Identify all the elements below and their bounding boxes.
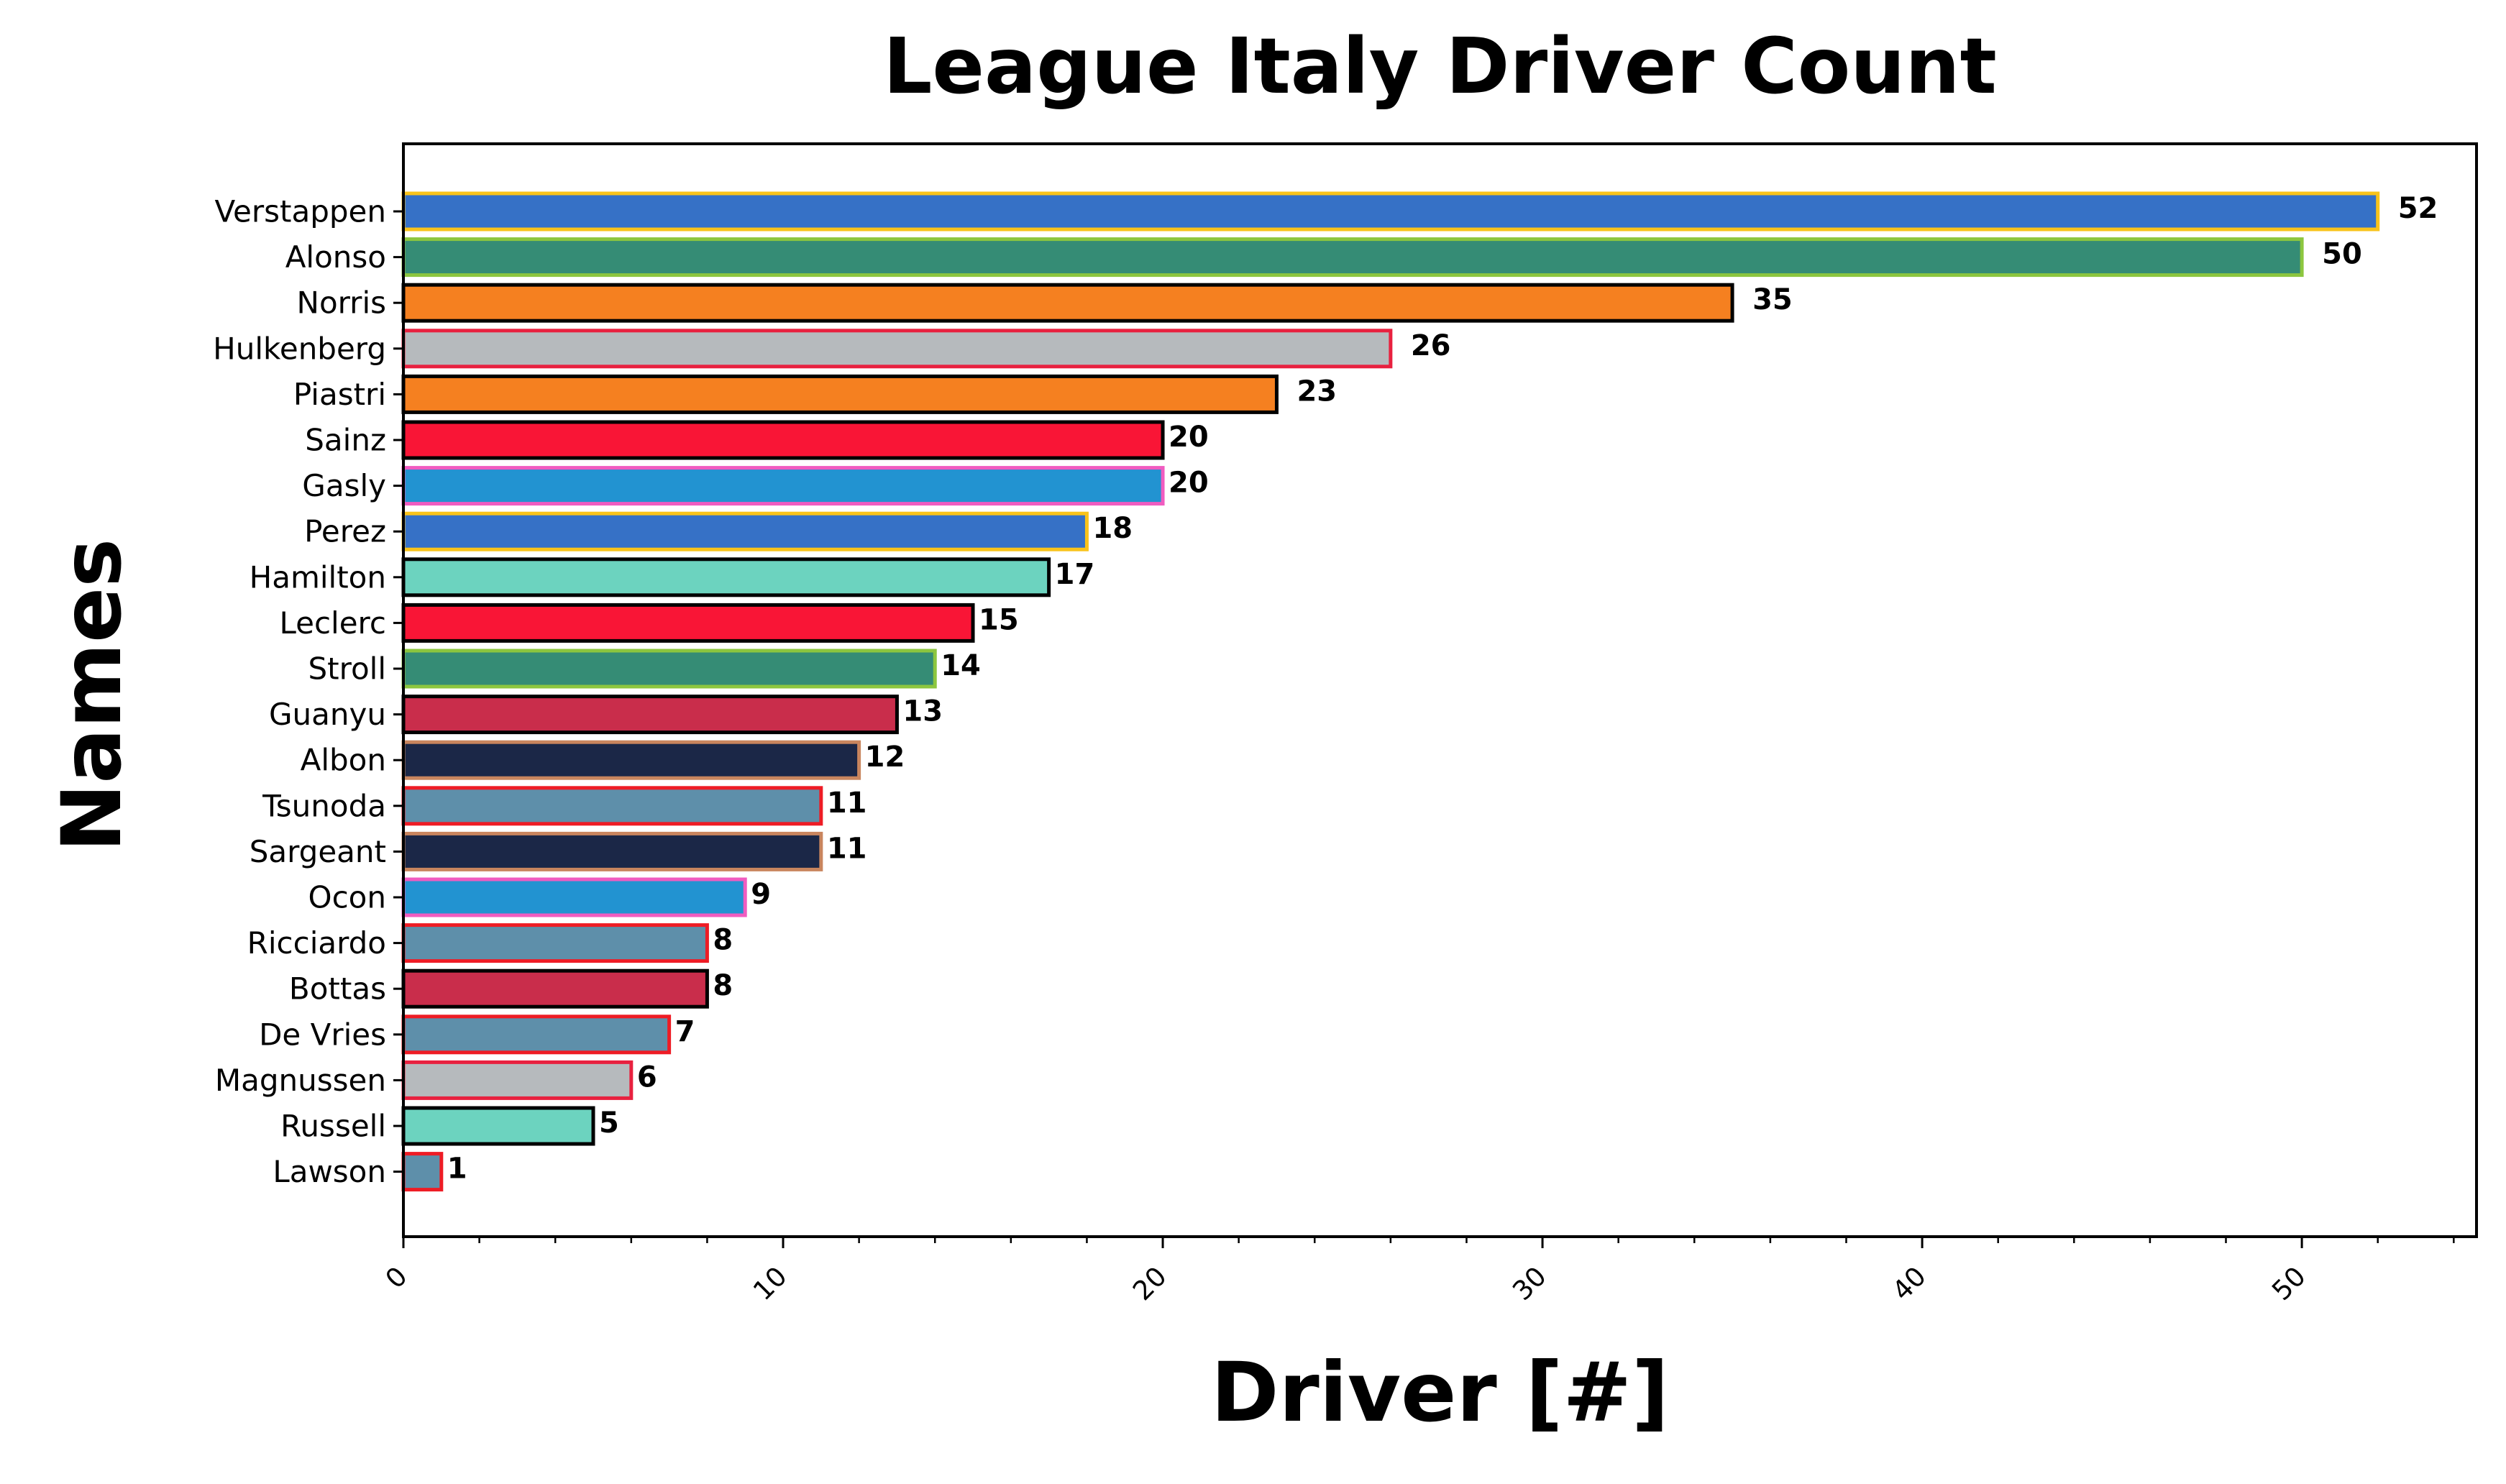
y-tick-label: Norris: [297, 285, 386, 321]
bar-value-label: 50: [2322, 238, 2362, 271]
bar-value-label: 26: [1411, 329, 1451, 362]
bar-value-label: 52: [2398, 192, 2438, 225]
bar: [401, 786, 823, 826]
bar-value-label: 5: [599, 1107, 619, 1140]
bar-value-label: 35: [1752, 283, 1793, 316]
bar-value-label: 6: [637, 1061, 657, 1094]
bar: [401, 603, 975, 643]
bar-value-label: 9: [751, 878, 771, 911]
y-tick-label: Russell: [280, 1109, 386, 1144]
plot-frame: [402, 142, 2478, 1238]
bar: [401, 831, 823, 871]
y-tick-label: Hamilton: [250, 559, 386, 595]
y-tick-label: Tsunoda: [262, 788, 386, 823]
bar: [401, 1060, 634, 1100]
bar-value-label: 7: [675, 1015, 695, 1048]
bar: [401, 420, 1165, 460]
y-tick-label: Piastri: [293, 377, 386, 412]
y-tick-label: Sargeant: [250, 834, 386, 869]
y-tick-label: Alonso: [285, 239, 386, 275]
y-tick-label: Verstappen: [215, 194, 386, 229]
y-tick-label: Hulkenberg: [213, 331, 386, 366]
bar: [401, 1152, 444, 1192]
bar: [401, 968, 709, 1009]
x-tick-label: 30: [1506, 1260, 1552, 1306]
bar: [401, 557, 1051, 597]
bar-value-label: 20: [1169, 421, 1209, 454]
bar: [401, 740, 861, 780]
x-tick-label: 0: [380, 1260, 413, 1294]
y-tick-label: Leclerc: [279, 605, 386, 641]
y-tick-label: Magnussen: [215, 1063, 386, 1098]
bar: [401, 283, 1734, 323]
bar-value-label: 14: [941, 649, 981, 682]
bar: [401, 877, 747, 917]
bar: [401, 511, 1089, 551]
bar: [401, 191, 2380, 232]
bar: [401, 923, 709, 963]
bar-value-label: 17: [1055, 558, 1095, 591]
y-tick-label: Guanyu: [269, 697, 386, 732]
bar: [401, 329, 1393, 369]
bar-value-label: 18: [1092, 512, 1133, 545]
bar-value-label: 13: [902, 695, 943, 728]
y-tick-label: Lawson: [273, 1154, 386, 1189]
bar-value-label: 8: [713, 924, 733, 957]
bar-value-label: 8: [713, 969, 733, 1002]
x-tick-label: 50: [2266, 1260, 2312, 1306]
bar-value-label: 11: [827, 787, 867, 820]
bar: [401, 1106, 595, 1146]
bar-value-label: 11: [827, 832, 867, 865]
x-axis-label: Driver [#]: [1210, 1345, 1670, 1440]
y-tick-label: De Vries: [259, 1017, 386, 1052]
y-tick-label: Albon: [301, 743, 386, 778]
y-tick-label: Ricciardo: [247, 925, 386, 961]
x-tick-label: 40: [1886, 1260, 1932, 1306]
y-tick-label: Sainz: [305, 423, 386, 458]
bar: [401, 374, 1279, 414]
bar: [401, 1014, 672, 1055]
bar: [401, 695, 899, 735]
bar: [401, 466, 1165, 506]
bar-value-label: 15: [979, 603, 1019, 636]
x-tick-label: 10: [747, 1260, 793, 1306]
y-tick-label: Stroll: [308, 651, 386, 687]
bar-value-label: 12: [865, 741, 905, 774]
y-tick-label: Perez: [304, 514, 386, 549]
bar-value-label: 23: [1297, 375, 1337, 408]
bar-value-label: 20: [1169, 467, 1209, 500]
y-tick-label: Gasly: [302, 468, 386, 503]
chart-title: League Italy Driver Count: [883, 22, 1997, 111]
bar-value-label: 1: [447, 1153, 467, 1186]
x-tick-label: 20: [1127, 1260, 1173, 1306]
bar: [401, 649, 937, 689]
y-tick-label: Ocon: [308, 880, 386, 915]
bar: [401, 237, 2304, 278]
y-tick-label: Bottas: [289, 971, 386, 1007]
